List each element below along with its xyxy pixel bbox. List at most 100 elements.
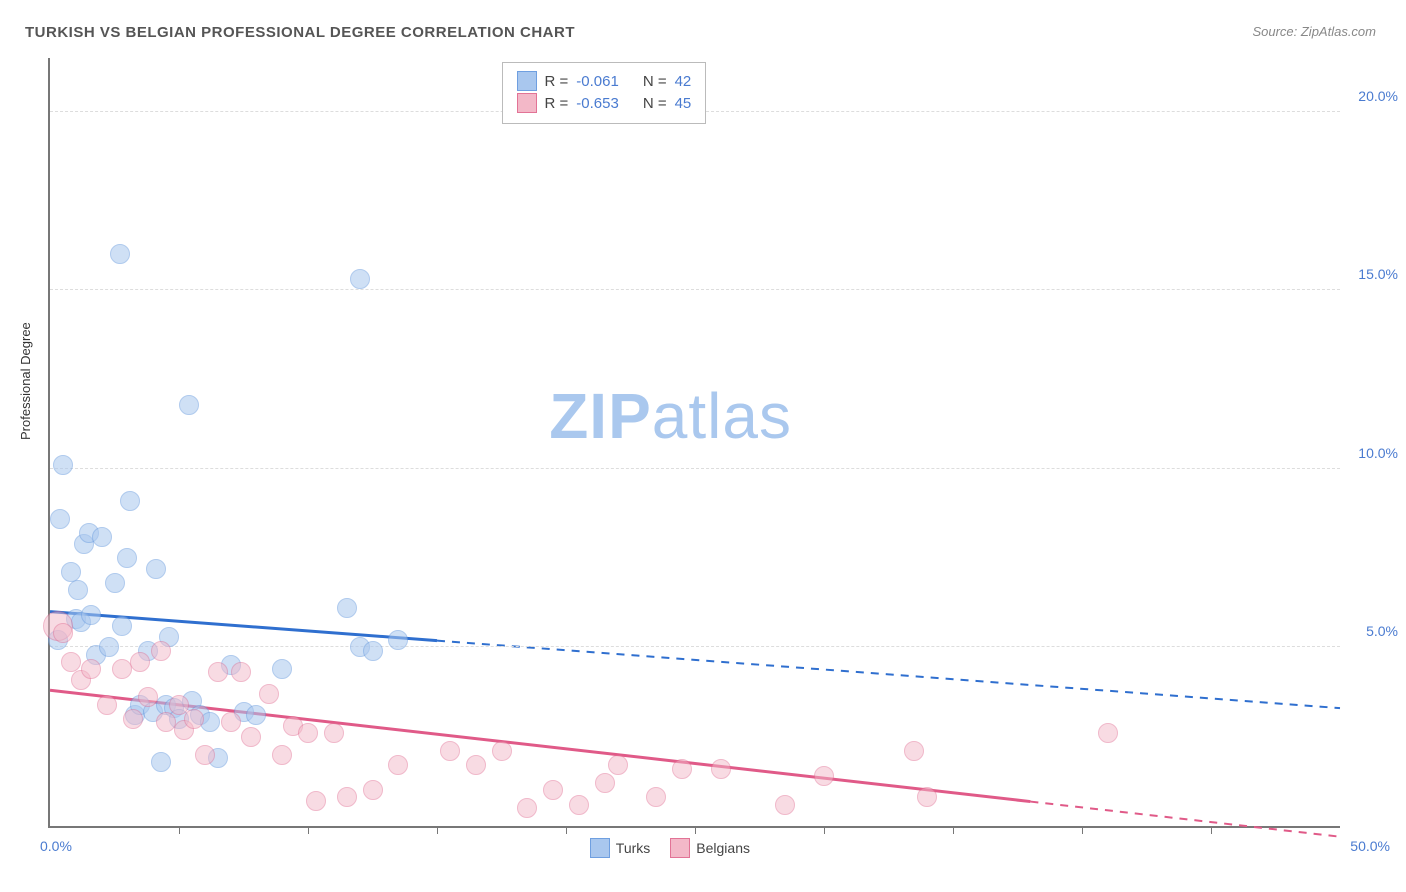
data-point-belgians (138, 687, 158, 707)
data-point-turks (388, 630, 408, 650)
y-axis-label: Professional Degree (18, 322, 33, 440)
data-point-belgians (1098, 723, 1118, 743)
data-point-belgians (306, 791, 326, 811)
data-point-turks (81, 605, 101, 625)
x-tick (824, 826, 825, 834)
x-tick (308, 826, 309, 834)
data-point-belgians (97, 695, 117, 715)
data-point-turks (146, 559, 166, 579)
data-point-turks (112, 616, 132, 636)
data-point-belgians (298, 723, 318, 743)
data-point-turks (179, 395, 199, 415)
data-point-turks (68, 580, 88, 600)
data-point-turks (151, 752, 171, 772)
data-point-turks (120, 491, 140, 511)
trend-line-ext-turks (437, 641, 1340, 709)
data-point-turks (117, 548, 137, 568)
data-point-belgians (112, 659, 132, 679)
data-point-belgians (259, 684, 279, 704)
x-tick (1211, 826, 1212, 834)
data-point-belgians (231, 662, 251, 682)
data-point-belgians (543, 780, 563, 800)
data-point-belgians (151, 641, 171, 661)
source-attribution: Source: ZipAtlas.com (1252, 24, 1376, 39)
data-point-belgians (672, 759, 692, 779)
data-point-belgians (440, 741, 460, 761)
legend-row: R = -0.653 N = 45 (517, 93, 692, 113)
y-tick-label: 20.0% (1348, 88, 1398, 104)
y-tick-label: 5.0% (1348, 623, 1398, 639)
data-point-belgians (241, 727, 261, 747)
legend-swatch (670, 838, 690, 858)
legend-label: Belgians (696, 840, 750, 856)
data-point-turks (350, 269, 370, 289)
data-point-belgians (363, 780, 383, 800)
legend-swatch (590, 838, 610, 858)
x-tick (953, 826, 954, 834)
data-point-turks (105, 573, 125, 593)
data-point-belgians (775, 795, 795, 815)
data-point-belgians (904, 741, 924, 761)
data-point-belgians (53, 623, 73, 643)
data-point-belgians (814, 766, 834, 786)
x-tick (566, 826, 567, 834)
legend-item: Turks (590, 838, 650, 858)
data-point-turks (363, 641, 383, 661)
y-tick-label: 10.0% (1348, 445, 1398, 461)
legend-swatch (517, 93, 537, 113)
data-point-belgians (595, 773, 615, 793)
source-name: ZipAtlas.com (1301, 24, 1376, 39)
trend-line-turks (50, 612, 437, 641)
data-point-turks (53, 455, 73, 475)
n-value: 42 (675, 73, 692, 90)
data-point-belgians (184, 709, 204, 729)
x-tick (179, 826, 180, 834)
r-label: R = (545, 73, 569, 90)
data-point-belgians (917, 787, 937, 807)
data-point-belgians (324, 723, 344, 743)
x-max-label: 50.0% (1350, 838, 1390, 854)
data-point-belgians (492, 741, 512, 761)
r-label: R = (545, 95, 569, 112)
data-point-turks (246, 705, 266, 725)
data-point-belgians (272, 745, 292, 765)
chart-title: TURKISH VS BELGIAN PROFESSIONAL DEGREE C… (25, 24, 575, 41)
data-point-turks (272, 659, 292, 679)
data-point-belgians (337, 787, 357, 807)
trend-line-ext-belgians (1030, 802, 1340, 837)
x-tick (1082, 826, 1083, 834)
data-point-belgians (123, 709, 143, 729)
series-legend: Turks Belgians (590, 838, 750, 858)
correlation-legend: R = -0.061 N = 42 R = -0.653 N = 45 (502, 62, 707, 124)
data-point-turks (92, 527, 112, 547)
n-label: N = (643, 95, 667, 112)
data-point-turks (337, 598, 357, 618)
x-tick (437, 826, 438, 834)
y-tick-label: 15.0% (1348, 266, 1398, 282)
legend-label: Turks (616, 840, 650, 856)
data-point-belgians (517, 798, 537, 818)
n-value: 45 (675, 95, 692, 112)
legend-row: R = -0.061 N = 42 (517, 71, 692, 91)
source-prefix: Source: (1252, 24, 1300, 39)
data-point-belgians (711, 759, 731, 779)
data-point-belgians (608, 755, 628, 775)
data-point-belgians (61, 652, 81, 672)
r-value: -0.061 (576, 73, 619, 90)
data-point-belgians (130, 652, 150, 672)
data-point-belgians (646, 787, 666, 807)
r-value: -0.653 (576, 95, 619, 112)
data-point-belgians (81, 659, 101, 679)
n-label: N = (643, 73, 667, 90)
data-point-belgians (156, 712, 176, 732)
x-origin-label: 0.0% (40, 838, 72, 854)
scatter-plot-area: 5.0%10.0%15.0%20.0%0.0%50.0%ZIPatlasR =-… (48, 58, 1340, 828)
grid-line (50, 289, 1340, 290)
grid-line (50, 646, 1340, 647)
data-point-belgians (221, 712, 241, 732)
data-point-belgians (388, 755, 408, 775)
grid-line (50, 468, 1340, 469)
data-point-belgians (466, 755, 486, 775)
legend-item: Belgians (670, 838, 750, 858)
x-tick (695, 826, 696, 834)
